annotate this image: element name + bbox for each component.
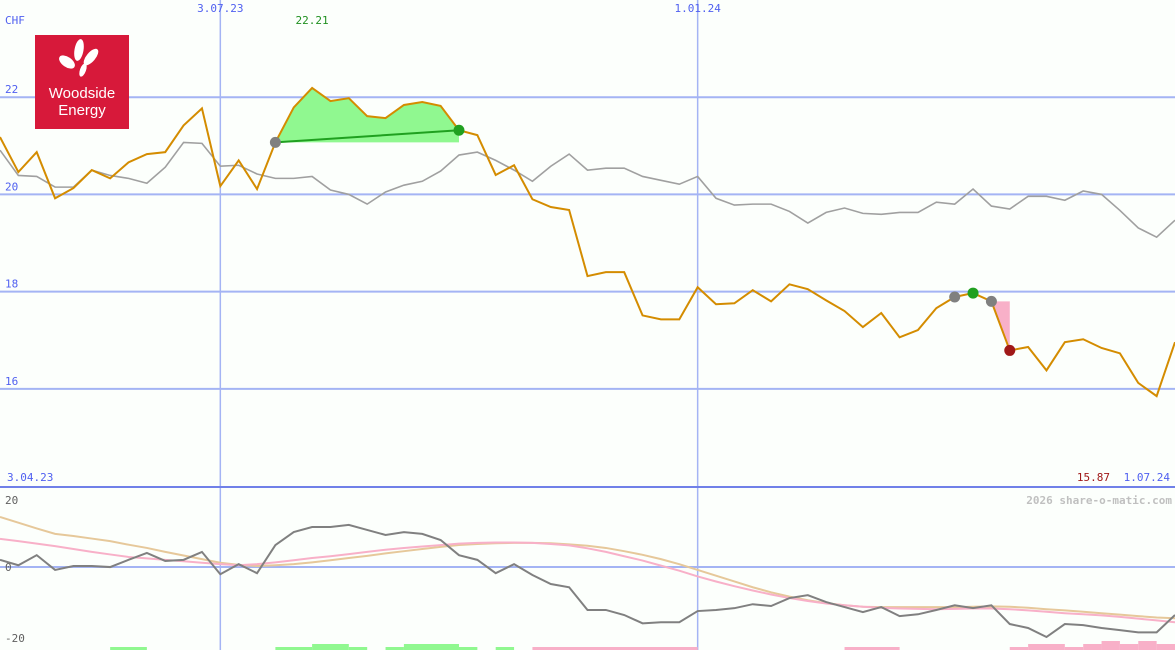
signal-bar	[844, 647, 900, 650]
signal-bar	[275, 647, 313, 650]
signal-bar	[403, 644, 459, 650]
signal-marker	[985, 295, 997, 307]
signal-bar	[495, 647, 515, 650]
watermark: 2026 share-o-matic.com	[1026, 494, 1172, 507]
price-tick-label: 16	[5, 375, 18, 388]
signal-bar	[458, 647, 478, 650]
signal-bar	[385, 647, 404, 650]
last-price-label: 15.87	[1077, 471, 1110, 484]
currency-label: CHF	[5, 14, 25, 27]
logo-line2: Energy	[58, 102, 106, 119]
price-line-stock	[0, 86, 1175, 398]
gain-line	[275, 129, 460, 144]
date-tick-label: 3.07.23	[197, 2, 243, 15]
signal-marker	[949, 291, 961, 303]
logo-line1: Woodside	[48, 85, 116, 102]
signal-bar	[532, 647, 698, 650]
end-date-label: 1.07.24	[1124, 471, 1171, 484]
signal-bar	[110, 647, 147, 650]
woodside-energy-logo: Woodside Energy	[35, 35, 129, 129]
start-date-label: 3.04.23	[7, 471, 53, 484]
signal-marker	[1004, 344, 1016, 356]
date-tick-label: 1.01.24	[674, 2, 721, 15]
signal-bar	[1156, 644, 1175, 650]
signal-bar	[312, 644, 349, 650]
signal-bar	[1101, 641, 1120, 650]
price-line-benchmark	[0, 141, 1175, 239]
indicator-tick-label: 20	[5, 494, 18, 507]
price-tick-label: 18	[5, 278, 18, 291]
signal-bar	[1119, 644, 1139, 650]
signal-bar	[1009, 647, 1029, 650]
signal-marker	[967, 287, 979, 299]
price-tick-label: 20	[5, 180, 18, 193]
signal-marker	[269, 136, 281, 148]
indicator-tick-label: 0	[5, 561, 12, 574]
flower-logo-icon	[59, 39, 99, 77]
signal-bar	[1064, 647, 1084, 650]
max-price-label: 22.21	[296, 14, 329, 27]
indicator-line-avg_fast	[0, 537, 1175, 624]
signal-bar	[348, 647, 368, 650]
signal-marker	[453, 124, 465, 136]
price-tick-label: 22	[5, 83, 18, 96]
signal-bar	[1083, 644, 1102, 650]
indicator-tick-label: -20	[5, 632, 25, 645]
signal-bar	[1028, 644, 1065, 650]
signal-bar	[1138, 641, 1157, 650]
indicator-line-momentum	[0, 523, 1175, 639]
gain-area	[275, 87, 459, 143]
